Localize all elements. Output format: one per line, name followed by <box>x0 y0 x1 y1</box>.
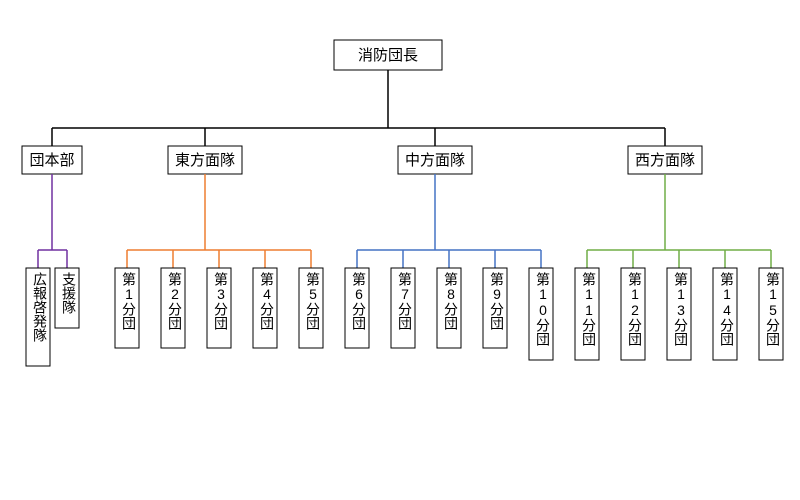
leaf-label-hq-1: 支援隊 <box>55 272 79 412</box>
group-label-center: 中方面隊 <box>405 152 465 169</box>
leaf-label-west-0: 第11分団 <box>575 272 599 412</box>
leaf-label-east-3: 第4分団 <box>253 272 277 412</box>
leaf-label-hq-0: 広報啓発隊 <box>26 272 50 412</box>
leaf-label-center-0: 第6分団 <box>345 272 369 412</box>
group-label-east: 東方面隊 <box>175 152 235 169</box>
root-label: 消防団長 <box>358 47 418 64</box>
leaf-label-center-3: 第9分団 <box>483 272 507 412</box>
leaf-label-east-0: 第1分団 <box>115 272 139 412</box>
org-chart: 消防団長団本部広報啓発隊支援隊 東方面隊第1分団第2分団第3分団第4分団第5分団 中… <box>0 0 800 500</box>
leaf-label-center-2: 第8分団 <box>437 272 461 412</box>
leaf-label-center-4: 第10分団 <box>529 272 553 412</box>
leaf-label-east-1: 第2分団 <box>161 272 185 412</box>
leaf-label-east-4: 第5分団 <box>299 272 323 412</box>
leaf-label-west-3: 第14分団 <box>713 272 737 412</box>
leaf-label-center-1: 第7分団 <box>391 272 415 412</box>
leaf-label-west-2: 第13分団 <box>667 272 691 412</box>
leaf-label-west-1: 第12分団 <box>621 272 645 412</box>
leaf-label-west-4: 第15分団 <box>759 272 783 412</box>
group-label-hq: 団本部 <box>29 152 74 169</box>
leaf-label-east-2: 第3分団 <box>207 272 231 412</box>
group-label-west: 西方面隊 <box>635 152 695 169</box>
